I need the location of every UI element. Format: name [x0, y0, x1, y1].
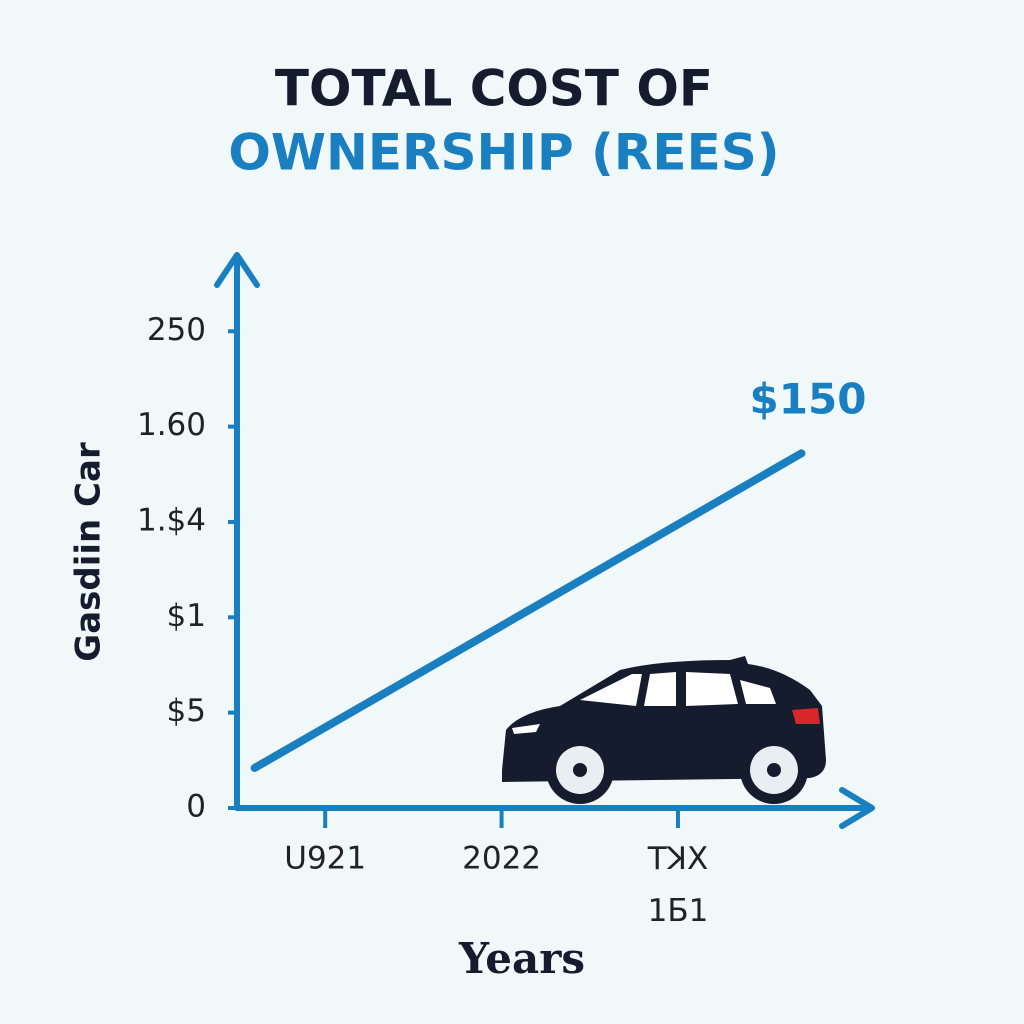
- x-tick-label: U921: [284, 841, 366, 877]
- x-tick-label-line: TꓘX: [647, 841, 709, 877]
- annotation: $150: [750, 375, 867, 424]
- y-tick-label: $5: [167, 693, 206, 729]
- y-tick-label: 250: [147, 312, 206, 348]
- y-tick-label: 0: [186, 789, 206, 825]
- x-tick-label: TꓘX 1Б1: [647, 841, 709, 929]
- x-tick-label-line: 1Б1: [648, 893, 709, 929]
- y-tick-label: 1.$4: [137, 502, 206, 538]
- line: [250, 449, 806, 772]
- x-axis: [234, 787, 875, 829]
- x-tick-label: 2022: [462, 841, 541, 877]
- y-tick-label: 1.60: [137, 407, 206, 443]
- y-tick-label: $1: [167, 598, 206, 634]
- x-axis-label: Years: [458, 934, 585, 983]
- y-axis-label: Gasdiin Car: [69, 442, 109, 662]
- chart-title: TOTAL COST OF: [275, 60, 713, 118]
- y-axis: [214, 252, 260, 811]
- chart-subtitle: OWNERSHIP (REES): [228, 124, 779, 182]
- car-icon: [502, 656, 826, 804]
